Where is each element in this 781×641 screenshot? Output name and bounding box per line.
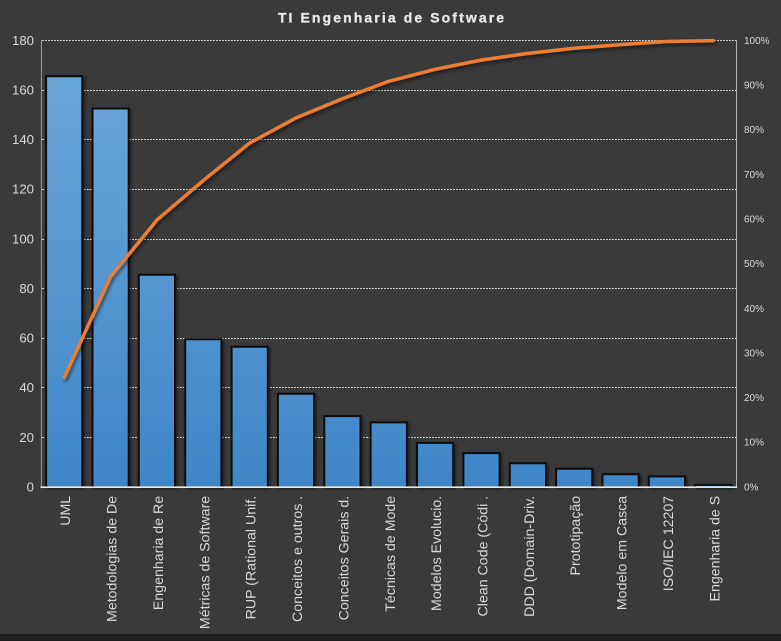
svg-text:Engenharia de S: Engenharia de S <box>707 496 723 602</box>
svg-text:Técnicas de Mode: Técnicas de Mode <box>383 496 399 612</box>
svg-text:90%: 90% <box>744 81 764 92</box>
svg-text:20: 20 <box>19 430 34 445</box>
svg-text:Metodologias de De: Metodologias de De <box>105 496 121 622</box>
svg-text:40%: 40% <box>744 304 764 315</box>
svg-text:50%: 50% <box>744 259 764 270</box>
svg-text:100: 100 <box>12 231 34 246</box>
svg-text:10%: 10% <box>744 438 764 449</box>
svg-text:Engenharia de Re: Engenharia de Re <box>151 496 167 610</box>
svg-text:120: 120 <box>12 182 34 197</box>
svg-text:20%: 20% <box>744 393 764 404</box>
svg-text:30%: 30% <box>744 348 764 359</box>
svg-text:0: 0 <box>27 479 34 494</box>
svg-text:Conceitos e outros .: Conceitos e outros . <box>290 496 306 622</box>
svg-text:160: 160 <box>12 82 34 97</box>
svg-text:Métricas de Software: Métricas de Software <box>197 496 213 629</box>
svg-text:ISO/IEC 12207: ISO/IEC 12207 <box>661 496 677 592</box>
svg-text:DDD (Domain-Driv.: DDD (Domain-Driv. <box>522 496 538 617</box>
svg-text:60%: 60% <box>744 214 764 225</box>
svg-text:140: 140 <box>12 132 34 147</box>
svg-text:180: 180 <box>12 33 34 48</box>
svg-text:80%: 80% <box>744 125 764 136</box>
svg-text:UML: UML <box>58 496 74 526</box>
svg-text:60: 60 <box>19 331 34 346</box>
svg-text:70%: 70% <box>744 170 764 181</box>
svg-text:RUP (Rational Unif.: RUP (Rational Unif. <box>244 496 260 620</box>
svg-text:100%: 100% <box>744 36 770 47</box>
svg-text:40: 40 <box>19 380 34 395</box>
svg-text:Modelo em Casca: Modelo em Casca <box>615 496 631 610</box>
svg-text:Prototipação: Prototipação <box>568 496 584 576</box>
svg-text:0%: 0% <box>744 482 759 493</box>
svg-text:Modelos Evolucio.: Modelos Evolucio. <box>429 496 445 611</box>
svg-text:80: 80 <box>19 281 34 296</box>
svg-text:Conceitos Gerais d.: Conceitos Gerais d. <box>336 496 352 621</box>
svg-text:TI Engenharia de Software: TI Engenharia de Software <box>278 10 506 26</box>
svg-text:Clean Code (Códi .: Clean Code (Códi . <box>476 496 492 617</box>
